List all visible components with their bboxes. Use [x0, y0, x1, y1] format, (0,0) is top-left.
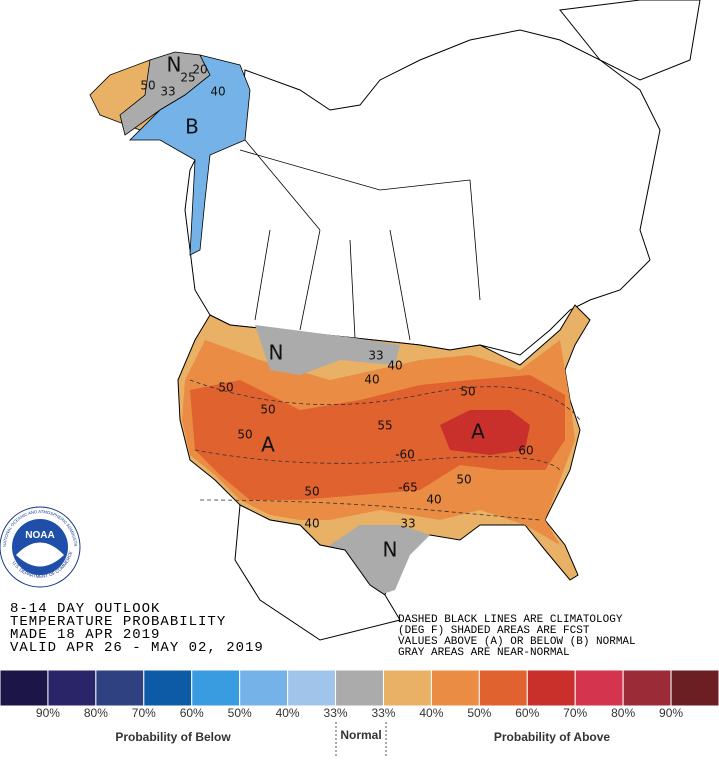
- legend-swatch: [191, 669, 241, 707]
- legend-label: 60%: [180, 706, 204, 720]
- map-label: 20: [192, 63, 207, 77]
- map-label: 50: [140, 79, 155, 93]
- outlook-line: MADE 18 APR 2019: [10, 627, 160, 643]
- map-label: 40: [364, 373, 379, 387]
- map-label: 33: [400, 517, 415, 531]
- legend-label: 50%: [228, 706, 252, 720]
- map-label: 40: [387, 359, 402, 373]
- map-label: 33: [368, 349, 383, 363]
- map-label: 25: [180, 71, 195, 85]
- map-label: 40: [210, 85, 225, 99]
- legend-swatch: [382, 669, 432, 707]
- map-label: 50: [218, 381, 233, 395]
- legend-label: 33%: [324, 706, 348, 720]
- map-label: 40: [304, 517, 319, 531]
- logo-ring-top-text: NATIONAL OCEANIC AND ATMOSPHERIC ADMINIS…: [0, 0, 78, 547]
- map-label: 50: [237, 428, 252, 442]
- map-label: B: [185, 115, 199, 139]
- gray-texas: [330, 525, 430, 595]
- legend-label: 70%: [563, 706, 587, 720]
- map-label: 50: [260, 403, 275, 417]
- legend-label: 40%: [419, 706, 443, 720]
- legend-swatch: [478, 669, 528, 707]
- map-label: 40: [426, 493, 441, 507]
- legend-normal: Normal: [340, 728, 381, 742]
- legend-swatch: [430, 669, 480, 707]
- legend-label: 60%: [515, 706, 539, 720]
- note-line: (DEG F) SHADED AREAS ARE FCST: [398, 625, 590, 637]
- map-label: 50: [456, 473, 471, 487]
- note-line: GRAY AREAS ARE NEAR-NORMAL: [398, 647, 570, 659]
- legend-label: 70%: [132, 706, 156, 720]
- map-label: -60: [395, 448, 415, 462]
- legend-swatch: [526, 669, 576, 707]
- legend-swatch: [95, 669, 145, 707]
- legend-swatch: [622, 669, 672, 707]
- noaa-logo: NOAA NATIONAL OCEANIC AND ATMOSPHERIC AD…: [0, 0, 81, 588]
- legend-above: Probability of Above: [494, 730, 611, 744]
- legend-label: 90%: [659, 706, 683, 720]
- legend-swatch: [239, 669, 289, 707]
- map-label: N: [269, 341, 284, 365]
- us-70: [440, 410, 530, 455]
- legend-label: 33%: [371, 706, 395, 720]
- map-label: 55: [377, 419, 392, 433]
- outlook-line: VALID APR 26 - MAY 02, 2019: [10, 640, 264, 656]
- outlook-line: 8-14 DAY OUTLOOK: [10, 601, 160, 617]
- legend-below: Probability of Below: [115, 730, 231, 744]
- logo-name: NOAA: [25, 530, 54, 541]
- legend-swatch: [574, 669, 624, 707]
- legend-label: 80%: [84, 706, 108, 720]
- map-label: 33: [160, 85, 175, 99]
- map-label: A: [471, 420, 485, 444]
- note-line: DASHED BLACK LINES ARE CLIMATOLOGY: [398, 614, 623, 626]
- province-lines: [239, 139, 481, 341]
- gray-north: [255, 325, 400, 375]
- alaska-blue: [129, 54, 251, 256]
- legend-swatch: [287, 669, 337, 707]
- map-label: 60: [518, 444, 533, 458]
- legend-label: 50%: [467, 706, 491, 720]
- canada: [184, 29, 661, 356]
- legend-swatch: [335, 669, 384, 707]
- mexico: [234, 504, 401, 641]
- map-label: N: [383, 538, 398, 562]
- legend-label: 40%: [276, 706, 300, 720]
- map-label: 50: [304, 485, 319, 499]
- us-60: [190, 375, 565, 500]
- map-label: -65: [398, 481, 418, 495]
- legend-swatch: [0, 669, 49, 707]
- legend-swatch: [143, 669, 193, 707]
- greenland: [559, 0, 701, 81]
- note-line: VALUES ABOVE (A) OR BELOW (B) NORMAL: [398, 636, 636, 648]
- map-label: A: [261, 433, 275, 457]
- legend-label: 80%: [611, 706, 635, 720]
- climatology-lines: [189, 379, 581, 521]
- outlook-line: TEMPERATURE PROBABILITY: [10, 614, 226, 630]
- map-label: N: [167, 53, 182, 77]
- logo-ring-top: NATIONAL OCEANIC AND ATMOSPHERIC ADMINIS…: [0, 0, 78, 547]
- legend-swatch: [47, 669, 97, 707]
- map-label: 50: [460, 385, 475, 399]
- legend-swatch: [670, 669, 719, 707]
- legend-label: 90%: [36, 706, 60, 720]
